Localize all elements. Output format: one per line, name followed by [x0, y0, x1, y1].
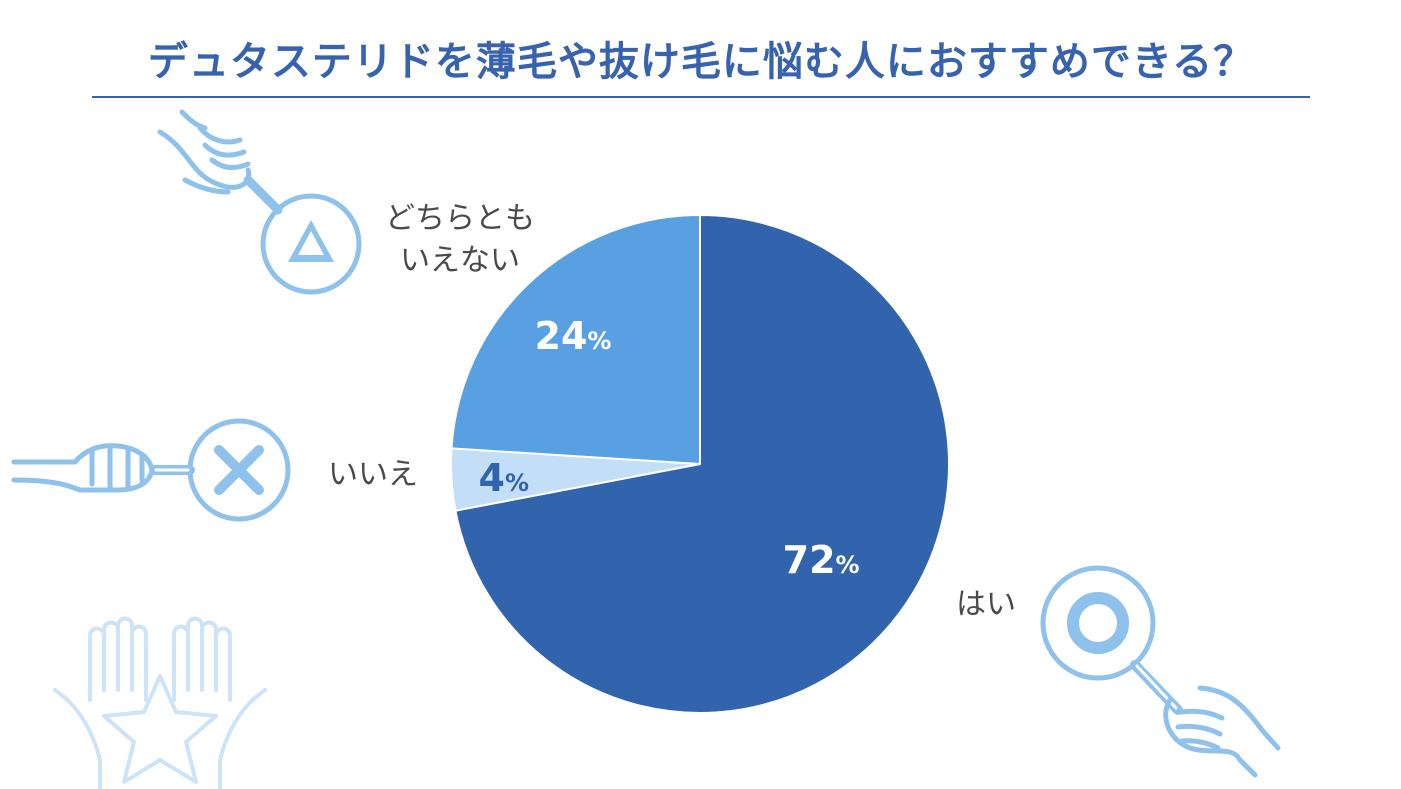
- value-label-no: 4%: [478, 456, 528, 500]
- category-label-neutral-line2: いえない: [400, 243, 520, 278]
- value-labels: 72% 4% 24%: [478, 314, 859, 582]
- triangle-sign-icon: [157, 109, 362, 295]
- circle-sign-icon: [1040, 565, 1281, 778]
- pie-slice-yes: [454, 213, 950, 714]
- category-label-yes: はい: [956, 587, 1016, 622]
- title-underline: [92, 96, 1310, 98]
- hands-star-icon: [53, 616, 267, 789]
- chart-title: デュタステリドを薄毛や抜け毛に悩む人におすすめできる？: [147, 39, 1255, 85]
- value-label-neutral: 24%: [535, 314, 612, 358]
- pie-slices: [450, 213, 950, 714]
- cross-sign-icon: [11, 418, 291, 522]
- category-label-no: いいえ: [328, 457, 418, 492]
- pie-slice-neutral: [450, 213, 701, 466]
- value-label-yes: 72%: [783, 538, 860, 582]
- category-label-neutral-line1: どちらとも: [385, 201, 535, 236]
